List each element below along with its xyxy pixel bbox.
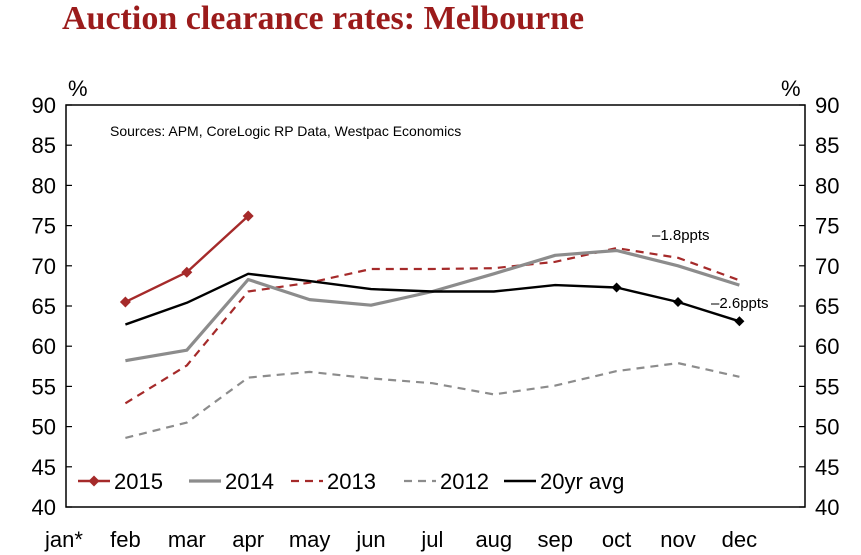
x-tick-label: sep	[537, 527, 572, 552]
legend-marker-2015	[88, 475, 100, 487]
x-tick-label: nov	[660, 527, 695, 552]
y-tick-label-left: 50	[32, 415, 56, 440]
annotation-avg-change: –2.6ppts	[711, 295, 769, 312]
y-axis-right: 40 45 50 55 60 65 70 75 80 85 90	[799, 93, 839, 520]
series-line-2013	[124, 247, 740, 405]
y-tick-label-right: 85	[815, 133, 839, 158]
y-tick-label-right: 65	[815, 294, 839, 319]
y-tick-label-left: 55	[32, 374, 56, 399]
x-tick-label: aug	[475, 527, 512, 552]
source-note: Sources: APM, CoreLogic RP Data, Westpac…	[110, 123, 461, 139]
right-unit-label: %	[781, 76, 801, 101]
legend: 2015 2014 2013 2012 20yr avg	[78, 469, 624, 494]
y-tick-label-right: 45	[815, 455, 839, 480]
y-tick-label-right: 60	[815, 334, 839, 359]
x-tick-label: oct	[602, 527, 631, 552]
annotation-2013-change: –1.8ppts	[652, 227, 710, 244]
series-line-20yr-avg	[125, 272, 740, 326]
y-tick-label-right: 90	[815, 93, 839, 118]
y-tick-label-left: 75	[32, 214, 56, 239]
data-point-20yr-avg	[734, 316, 745, 327]
y-tick-label-right: 75	[815, 214, 839, 239]
series-group	[119, 210, 745, 439]
y-tick-label-left: 60	[32, 334, 56, 359]
y-tick-label-left: 65	[32, 294, 56, 319]
y-tick-label-right: 80	[815, 173, 839, 198]
y-tick-label-left: 80	[32, 173, 56, 198]
legend-label-2013: 2013	[327, 469, 376, 494]
y-axis-left: 40 45 50 55 60 65 70 75 80 85 90	[32, 93, 72, 520]
y-tick-label-left: 70	[32, 254, 56, 279]
y-tick-label-left: 85	[32, 133, 56, 158]
y-tick-label-right: 40	[815, 495, 839, 520]
x-tick-label: mar	[168, 527, 206, 552]
x-axis: jan* feb mar apr may jun jul aug sep oct nov dec	[44, 527, 757, 552]
data-point-2015	[119, 296, 131, 308]
data-point-20yr-avg	[611, 282, 622, 293]
y-tick-label-right: 70	[815, 254, 839, 279]
y-tick-label-right: 55	[815, 374, 839, 399]
chart-title: Auction clearance rates: Melbourne	[62, 0, 585, 37]
data-point-2015	[242, 210, 254, 222]
x-tick-label: jan*	[44, 527, 83, 552]
x-tick-label: feb	[110, 527, 141, 552]
x-tick-label: jul	[420, 527, 443, 552]
x-tick-label: dec	[722, 527, 757, 552]
legend-label-2014: 2014	[225, 469, 274, 494]
data-point-20yr-avg	[673, 296, 683, 307]
data-point-2015	[181, 266, 193, 278]
x-tick-label: may	[289, 527, 331, 552]
y-tick-label-left: 90	[32, 93, 56, 118]
series-line-2012	[125, 362, 740, 439]
x-tick-label: apr	[232, 527, 264, 552]
y-tick-label-left: 40	[32, 495, 56, 520]
plot-area	[65, 104, 806, 508]
legend-label-2012: 2012	[440, 469, 489, 494]
x-tick-label: jun	[355, 527, 385, 552]
y-tick-label-left: 45	[32, 455, 56, 480]
legend-label-2015: 2015	[114, 469, 163, 494]
left-unit-label: %	[68, 76, 88, 101]
legend-label-20yr-avg: 20yr avg	[540, 469, 624, 494]
y-tick-label-right: 50	[815, 415, 839, 440]
